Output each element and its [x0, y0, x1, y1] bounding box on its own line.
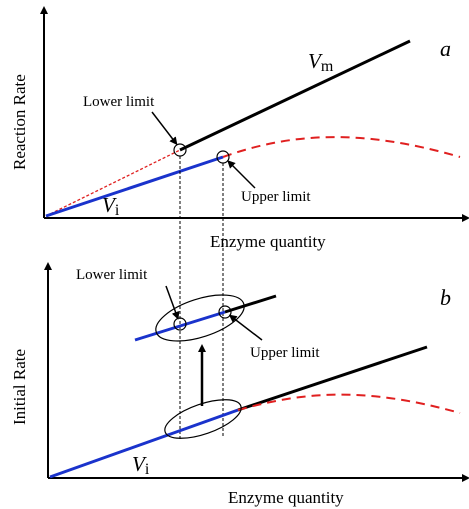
panel-b-lower-ellipse — [164, 399, 242, 439]
panel-b: Lower limit Upper limit Vi b Enzyme quan… — [10, 262, 469, 507]
panel-a-y-axis-title: Reaction Rate — [10, 74, 29, 170]
panel-a-x-axis-title: Enzyme quantity — [210, 232, 326, 251]
panel-b-zoom-ellipse — [155, 294, 245, 342]
panel-a-lower-limit-arrow — [151, 111, 178, 146]
panel-a-upper-limit-arrow — [227, 160, 256, 189]
panel-a-vm-line — [179, 39, 411, 152]
panel-a-upper-limit-label: Upper limit — [241, 189, 311, 205]
panel-b-upper-limit-label: Upper limit — [250, 345, 320, 361]
panel-b-lower-limit-label: Lower limit — [76, 267, 148, 283]
panel-b-x-axis-title: Enzyme quantity — [228, 488, 344, 507]
panel-b-vi-line — [49, 408, 239, 479]
panel-a-vi-label: Vi — [102, 193, 120, 219]
panel-b-zoom-vm-line — [224, 294, 277, 314]
panel-b-y-axis-title: Initial Rate — [10, 349, 29, 425]
panel-b-zoom-vi-line — [134, 310, 226, 342]
panel-a-lower-limit-label: Lower limit — [83, 94, 155, 110]
panel-b-letter: b — [440, 285, 451, 310]
panel-a-vm-label: Vm — [308, 49, 334, 75]
panel-b-upper-limit-marker — [218, 305, 232, 319]
panel-a-letter: a — [440, 36, 451, 61]
panel-b-lower-limit-arrow — [165, 285, 180, 320]
panel-b-saturation-curve — [237, 393, 461, 414]
panel-a-vi-line — [45, 155, 224, 218]
panel-b-upper-limit-arrow — [228, 314, 263, 341]
panel-a: Lower limit Upper limit Vm Vi a Enzyme q… — [10, 6, 469, 251]
panel-b-vi-label: Vi — [132, 452, 150, 478]
panel-b-vm-line — [237, 345, 428, 412]
panel-b-lower-limit-marker — [173, 317, 187, 331]
panel-a-saturation-curve — [222, 136, 461, 158]
